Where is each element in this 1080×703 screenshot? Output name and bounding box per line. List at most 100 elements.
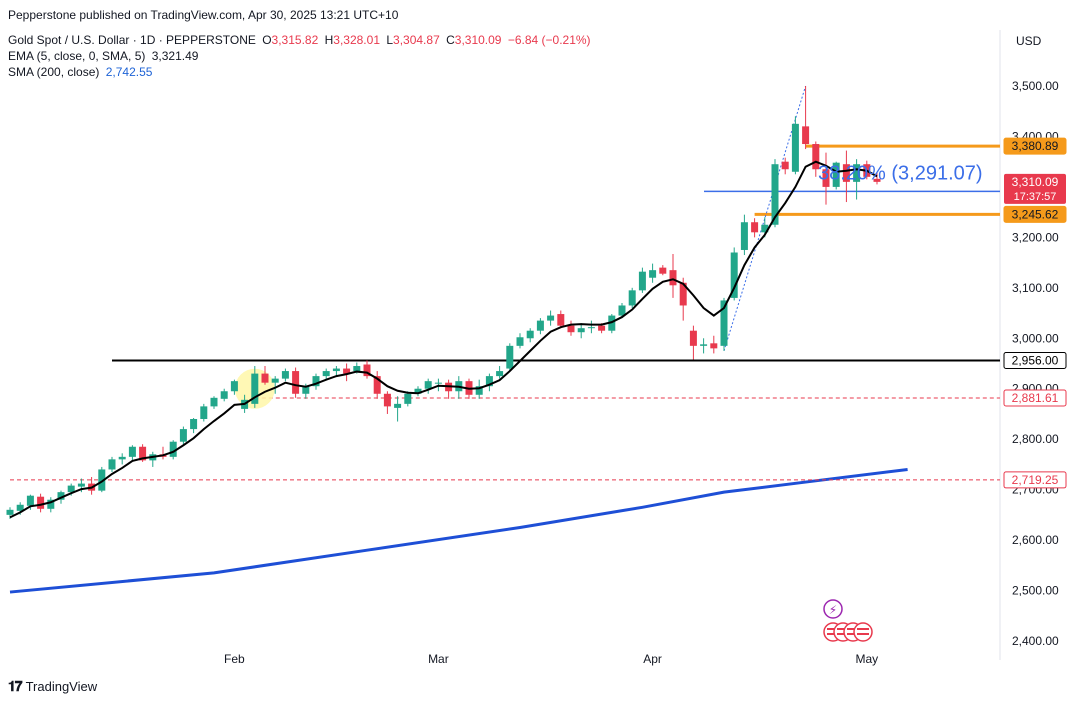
candle-body	[190, 419, 198, 430]
candle-body	[740, 222, 748, 250]
candle-body	[210, 397, 218, 407]
candle-body	[414, 388, 422, 394]
legend-open: 3,315.82	[271, 33, 319, 47]
x-tick-label: Feb	[224, 652, 245, 666]
currency-label: USD	[1016, 34, 1042, 48]
flag-stripe-icon	[857, 633, 869, 635]
candle-body	[302, 386, 310, 394]
tradingview-footer[interactable]: 𝟏𝟕 TradingView	[8, 678, 97, 695]
level-price-badge	[1003, 205, 1067, 223]
flag-stripe-icon	[837, 633, 849, 635]
candle-body	[700, 344, 708, 346]
candle-body	[16, 504, 24, 511]
candle-body	[383, 393, 391, 407]
candle-body	[57, 492, 65, 500]
candle-body	[822, 169, 830, 187]
ema-label: EMA (5, close, 0, SMA, 5)	[8, 49, 146, 63]
candle-body	[394, 403, 402, 408]
legend-symbol[interactable]: Gold Spot / U.S. Dollar · 1D · PEPPERSTO…	[8, 33, 256, 47]
y-tick-label: 3,100.00	[1012, 281, 1059, 295]
fib-level-label: 38.20% (3,291.07)	[818, 162, 983, 184]
candle-body	[649, 270, 657, 278]
level-price-badge	[1003, 137, 1067, 155]
candle-body	[628, 290, 636, 306]
candle-body	[679, 282, 687, 306]
flag-stripe-icon	[827, 633, 839, 635]
candle-body	[659, 267, 667, 274]
candle-body	[557, 314, 565, 326]
legend-change: −6.84 (−0.21%)	[507, 33, 591, 47]
legend-ohlc: Gold Spot / U.S. Dollar · 1D · PEPPERSTO…	[8, 33, 594, 47]
x-tick-label: Mar	[428, 652, 449, 666]
candle-body	[179, 429, 187, 442]
y-tick-label: 3,500.00	[1012, 79, 1059, 93]
level-price-badge	[1003, 471, 1067, 489]
y-tick-label: 2,500.00	[1012, 584, 1059, 598]
last-price-label: 3,310.09	[1012, 175, 1059, 189]
flag-stripe-icon	[847, 628, 859, 630]
candle-body	[424, 381, 432, 389]
candle-body	[638, 271, 646, 291]
candle-body	[720, 300, 728, 346]
candle-body	[251, 373, 259, 404]
candle-body	[598, 325, 606, 331]
x-tick-label: Apr	[643, 652, 662, 666]
y-tick-label: 2,400.00	[1012, 634, 1059, 648]
legend-ema[interactable]: EMA (5, close, 0, SMA, 5) 3,321.49	[8, 49, 201, 63]
candle-body	[128, 446, 136, 457]
legend-o-label: O	[262, 33, 272, 47]
sma-200-line	[9, 467, 908, 594]
candle-body	[220, 391, 228, 399]
candle-body	[873, 178, 881, 182]
candle-body	[842, 164, 850, 182]
level-price-badge	[1003, 389, 1067, 407]
candle-body	[751, 222, 759, 233]
sma-label: SMA (200, close)	[8, 65, 100, 79]
level-price-label: 3,380.89	[1012, 139, 1059, 153]
legend-high: 3,328.01	[333, 33, 380, 47]
candle-body	[108, 459, 116, 470]
legend-c-label: C	[446, 33, 455, 47]
candle-body	[536, 320, 544, 331]
candle-body	[689, 330, 697, 346]
candle-body	[353, 366, 361, 372]
candle-body	[475, 386, 483, 395]
flag-stripe-icon	[847, 633, 859, 635]
candle-body	[587, 327, 595, 329]
sma-value: 2,742.55	[105, 65, 153, 79]
candle-body	[761, 224, 769, 233]
candle-body	[771, 164, 779, 225]
candle-body	[169, 441, 177, 457]
candle-body	[98, 469, 106, 491]
legend-l-label: L	[386, 33, 394, 47]
legend-close: 3,310.09	[454, 33, 502, 47]
candle-body	[669, 270, 677, 286]
candle-body	[47, 499, 55, 509]
x-tick-label: May	[855, 652, 878, 666]
candle-body	[781, 161, 789, 170]
candle-body	[271, 378, 279, 383]
y-tick-label: 3,200.00	[1012, 230, 1059, 244]
candle-body	[322, 371, 330, 377]
flag-stripe-icon	[837, 628, 849, 630]
candle-body	[547, 315, 555, 321]
level-price-label: 3,245.62	[1012, 207, 1059, 221]
legend-h-label: H	[324, 33, 334, 47]
countdown-label: 17:37:57	[1014, 191, 1057, 203]
candle-body	[118, 456, 126, 460]
lightning-glyph-icon: ⚡	[829, 603, 837, 617]
candle-body	[710, 343, 718, 349]
ema-value: 3,321.49	[151, 49, 199, 63]
candle-body	[373, 376, 381, 394]
candle-body	[230, 381, 238, 392]
last-price-badge	[1004, 173, 1066, 204]
candle-body	[526, 330, 534, 339]
candle-body	[434, 382, 442, 384]
candle-body	[139, 446, 147, 461]
legend-sma[interactable]: SMA (200, close) 2,742.55	[8, 65, 155, 79]
candle-body	[261, 373, 269, 383]
y-tick-label: 2,800.00	[1012, 432, 1059, 446]
candle-body	[67, 485, 75, 493]
